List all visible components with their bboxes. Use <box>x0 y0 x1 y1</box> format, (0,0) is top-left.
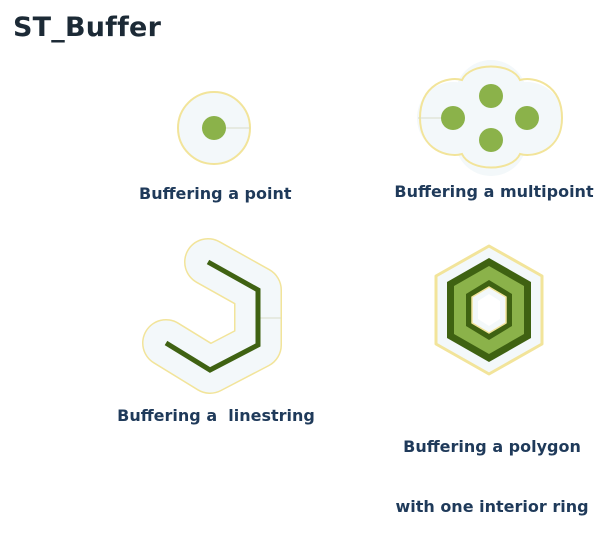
polygon-hole <box>478 294 500 326</box>
point-buffer-figure <box>177 91 251 165</box>
caption-polygon-line-1: Buffering a polygon <box>403 437 581 456</box>
slide: { "title": "ST_Buffer", "captions": { "p… <box>13 12 594 516</box>
polygon-buffer-figure <box>434 244 544 376</box>
multipoint-buffer-figure <box>417 60 564 176</box>
caption-polygon-line-2: with one interior ring <box>395 497 589 516</box>
page-title: ST_Buffer <box>13 12 162 43</box>
caption-multipoint: Buffering a multipoint <box>394 182 594 201</box>
linestring-buffer-figure <box>142 238 282 394</box>
multipoint-point <box>441 106 465 130</box>
multipoint-point <box>515 106 539 130</box>
caption-point: Buffering a point <box>139 184 292 203</box>
linestring-geometry <box>164 259 261 373</box>
multipoint-point <box>479 84 503 108</box>
point-geometry <box>202 116 226 140</box>
multipoint-point <box>479 128 503 152</box>
buffer-diagrams <box>142 60 564 394</box>
caption-linestring: Buffering a linestring <box>117 406 315 425</box>
multipoint-buffer-zone <box>417 60 564 176</box>
caption-polygon: Buffering a polygon with one interior ri… <box>392 397 592 537</box>
